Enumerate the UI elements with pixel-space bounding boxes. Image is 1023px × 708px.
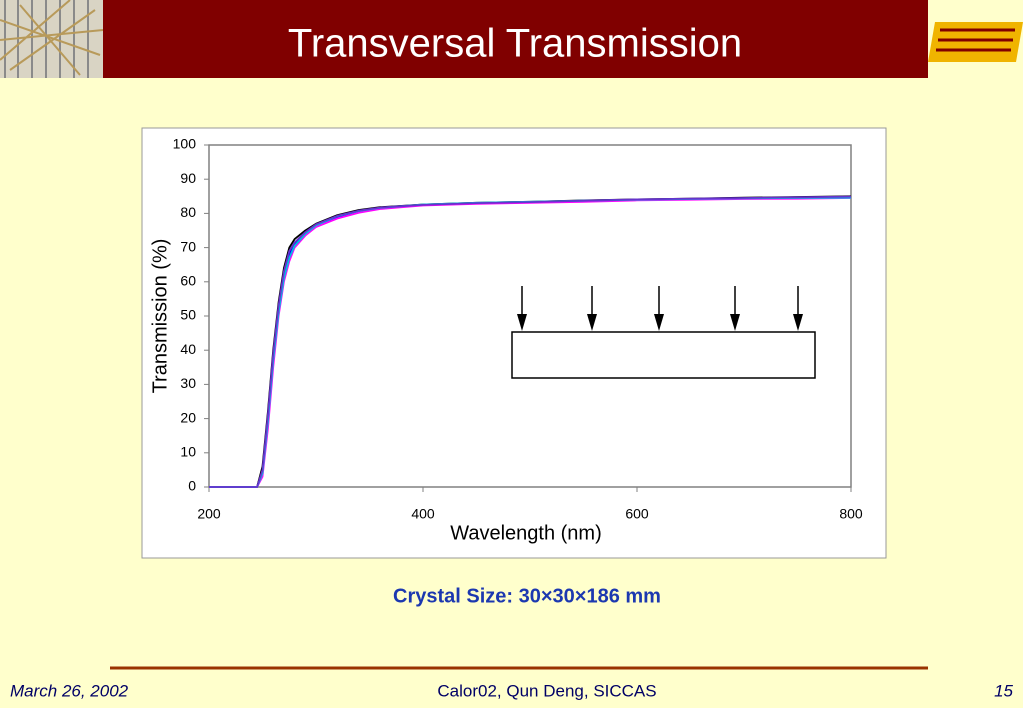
inset-diagram xyxy=(511,286,816,379)
y-tick-label: 80 xyxy=(180,204,196,220)
x-tick-label: 200 xyxy=(197,506,221,522)
footer-center: Calor02, Qun Deng, SICCAS xyxy=(437,681,656,700)
plot: 0 10 20 30 40 50 60 70 80 90 100 200 400 600 800 xyxy=(173,136,863,522)
y-tick-label: 30 xyxy=(180,375,196,391)
x-tick-label: 800 xyxy=(839,506,863,522)
footer-date: March 26, 2002 xyxy=(10,681,129,700)
y-tick-label: 40 xyxy=(180,341,196,357)
x-tick-label: 600 xyxy=(625,506,649,522)
y-tick-label: 90 xyxy=(180,170,196,186)
y-tick-label: 70 xyxy=(180,238,196,254)
caption: Crystal Size: 30×30×186 mm xyxy=(393,585,661,607)
logo xyxy=(928,22,1023,62)
y-tick-label: 50 xyxy=(180,307,196,323)
page-number: 15 xyxy=(994,681,1013,700)
y-tick-label: 60 xyxy=(180,273,196,289)
y-axis-title: Transmission (%) xyxy=(149,239,171,394)
left-image xyxy=(0,0,104,78)
slide-title: Transversal Transmission xyxy=(288,22,742,66)
y-tick-label: 100 xyxy=(173,136,197,152)
y-tick-label: 0 xyxy=(188,478,196,494)
x-tick-label: 400 xyxy=(411,506,435,522)
x-axis-title: Wavelength (nm) xyxy=(450,522,602,544)
header-bar xyxy=(103,0,928,78)
data-line xyxy=(209,195,852,488)
y-tick-label: 20 xyxy=(180,409,196,425)
y-tick-label: 10 xyxy=(180,444,196,460)
